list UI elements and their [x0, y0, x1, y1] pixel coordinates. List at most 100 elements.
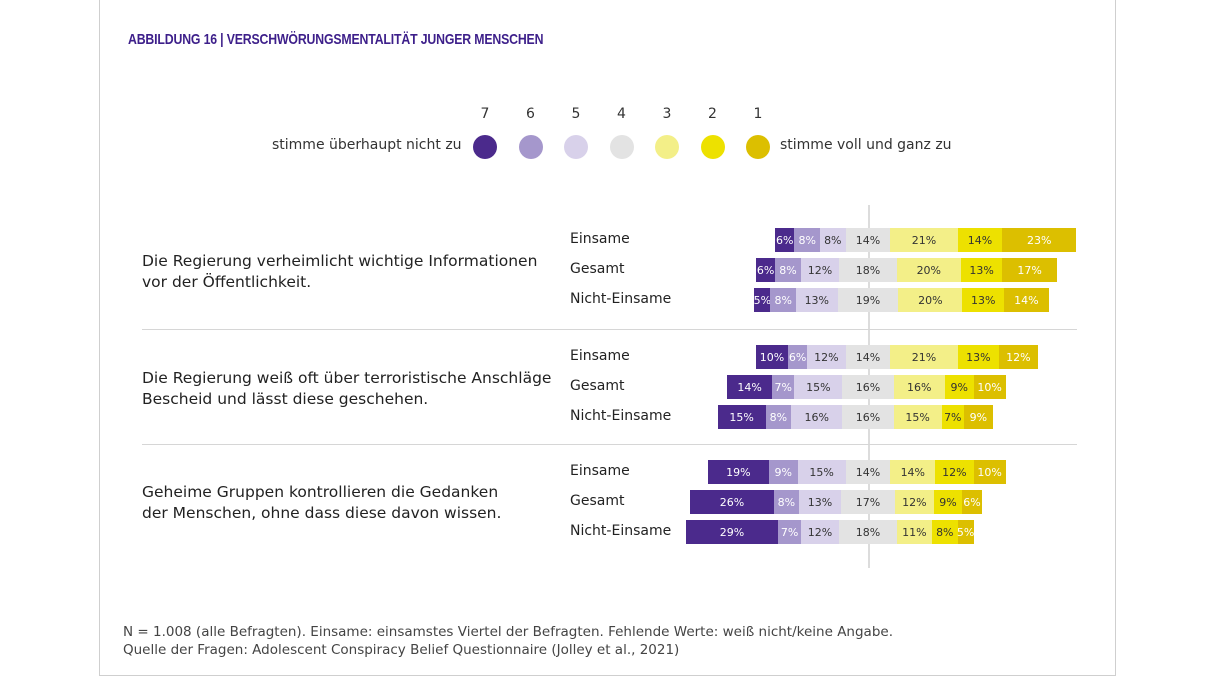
bar-segment: 14%: [1004, 288, 1049, 312]
question-line: der Menschen, ohne dass diese davon wiss…: [142, 504, 502, 522]
bar-segment: 13%: [799, 490, 841, 514]
legend-right-label: stimme voll und ganz zu: [780, 137, 952, 153]
bar-segment: 8%: [775, 258, 801, 282]
bar-segment: 15%: [893, 405, 942, 429]
legend-swatch: [655, 135, 679, 159]
group-label: Nicht-Einsame: [570, 408, 672, 424]
bar-segment: 10%: [756, 345, 788, 369]
legend-swatch: [609, 135, 634, 159]
legend-number: 5: [571, 106, 581, 122]
question-label: Die Regierung verheimlicht wichtige Info…: [142, 251, 537, 293]
bar-segment: 18%: [839, 258, 897, 282]
group-label: Nicht-Einsame: [570, 523, 672, 539]
group-label: Gesamt: [570, 378, 625, 394]
bar-segment: 6%: [788, 345, 808, 369]
bar-segment: 8%: [765, 405, 792, 429]
legend-left-label: stimme überhaupt nicht zu: [272, 137, 462, 153]
bar-segment: 16%: [791, 405, 843, 429]
bar-segment: 9%: [964, 405, 993, 429]
separator: [142, 444, 1077, 445]
bar-segment: 7%: [772, 375, 795, 399]
separator: [142, 329, 1077, 330]
bar-segment: 12%: [895, 490, 934, 514]
bar-segment: 5%: [754, 288, 771, 312]
source-note: Quelle der Fragen: Adolescent Conspiracy…: [123, 642, 680, 658]
legend-number: 3: [662, 106, 672, 122]
bar-segment: 12%: [935, 460, 974, 484]
bar-segment: 14%: [890, 460, 936, 484]
bar-segment: 12%: [800, 258, 840, 282]
group-label: Einsame: [570, 463, 630, 479]
question-line: Geheime Gruppen kontrollieren die Gedank…: [142, 483, 499, 501]
bar-segment: 16%: [842, 375, 894, 399]
bar-segment: 14%: [845, 228, 891, 252]
legend-swatch: [473, 135, 497, 159]
bar-segment: 14%: [727, 375, 772, 399]
bar-segment: 5%: [957, 520, 974, 544]
bar-segment: 29%: [685, 520, 779, 544]
bar-segment: 7%: [941, 405, 964, 429]
footnote: N = 1.008 (alle Befragten). Einsame: ein…: [123, 624, 893, 640]
group-label: Gesamt: [570, 261, 625, 277]
question-line: Die Regierung weiß oft über terroristisc…: [142, 369, 552, 387]
bar-segment: 9%: [768, 460, 798, 484]
bar-segment: 21%: [890, 345, 958, 369]
bar-segment: 10%: [973, 375, 1006, 399]
bar-segment: 8%: [820, 228, 846, 252]
bar-segment: 17%: [1002, 258, 1057, 282]
legend-swatch: [700, 135, 725, 159]
question-label: Geheime Gruppen kontrollieren die Gedank…: [142, 482, 501, 524]
bar-segment: 13%: [960, 258, 1003, 282]
bar-segment: 6%: [756, 258, 776, 282]
question-label: Die Regierung weiß oft über terroristisc…: [142, 368, 551, 410]
bar-segment: 13%: [962, 288, 1004, 312]
bar-segment: 17%: [840, 490, 896, 514]
bar-segment: 16%: [893, 375, 945, 399]
figure-frame: [99, 0, 1116, 676]
bar-segment: 23%: [1002, 228, 1076, 252]
bar-segment: 10%: [973, 460, 1006, 484]
legend-swatch: [518, 135, 543, 159]
bar-segment: 7%: [778, 520, 801, 544]
bar-segment: 6%: [962, 490, 982, 514]
bar-segment: 11%: [896, 520, 932, 544]
bar-segment: 19%: [708, 460, 769, 484]
bar-segment: 12%: [800, 520, 840, 544]
legend-number: 4: [617, 106, 626, 122]
bar-segment: 8%: [770, 288, 796, 312]
bar-segment: 14%: [845, 460, 891, 484]
bar-segment: 20%: [898, 288, 963, 312]
group-label: Einsame: [570, 231, 630, 247]
bar-segment: 13%: [957, 345, 1000, 369]
bar-segment: 9%: [933, 490, 963, 514]
legend-swatch: [564, 135, 588, 159]
bar-segment: 15%: [717, 405, 766, 429]
bar-segment: 8%: [794, 228, 820, 252]
bar-segment: 6%: [775, 228, 795, 252]
bar-segment: 14%: [845, 345, 891, 369]
question-line: vor der Öffentlichkeit.: [142, 273, 312, 291]
legend-number: 1: [753, 106, 763, 122]
bar-segment: 12%: [999, 345, 1038, 369]
group-label: Gesamt: [570, 493, 625, 509]
legend-number: 2: [708, 106, 717, 122]
bar-segment: 18%: [839, 520, 897, 544]
bar-segment: 15%: [797, 460, 846, 484]
bar-segment: 19%: [837, 288, 899, 312]
group-label: Einsame: [570, 348, 630, 364]
legend-swatch: [746, 135, 770, 159]
group-label: Nicht-Einsame: [570, 291, 672, 307]
figure-title: ABBILDUNG 16 | VERSCHWÖRUNGSMENTALITÄT J…: [128, 31, 544, 48]
bar-segment: 12%: [807, 345, 846, 369]
question-line: Bescheid und lässt diese geschehen.: [142, 390, 429, 408]
bar-segment: 16%: [842, 405, 894, 429]
bar-segment: 26%: [690, 490, 774, 514]
question-line: Die Regierung verheimlicht wichtige Info…: [142, 252, 538, 270]
bar-segment: 9%: [944, 375, 974, 399]
bar-segment: 14%: [957, 228, 1003, 252]
bar-segment: 20%: [896, 258, 961, 282]
bar-segment: 8%: [932, 520, 958, 544]
legend-number: 7: [480, 106, 490, 122]
bar-segment: 15%: [794, 375, 843, 399]
bar-segment: 13%: [796, 288, 838, 312]
